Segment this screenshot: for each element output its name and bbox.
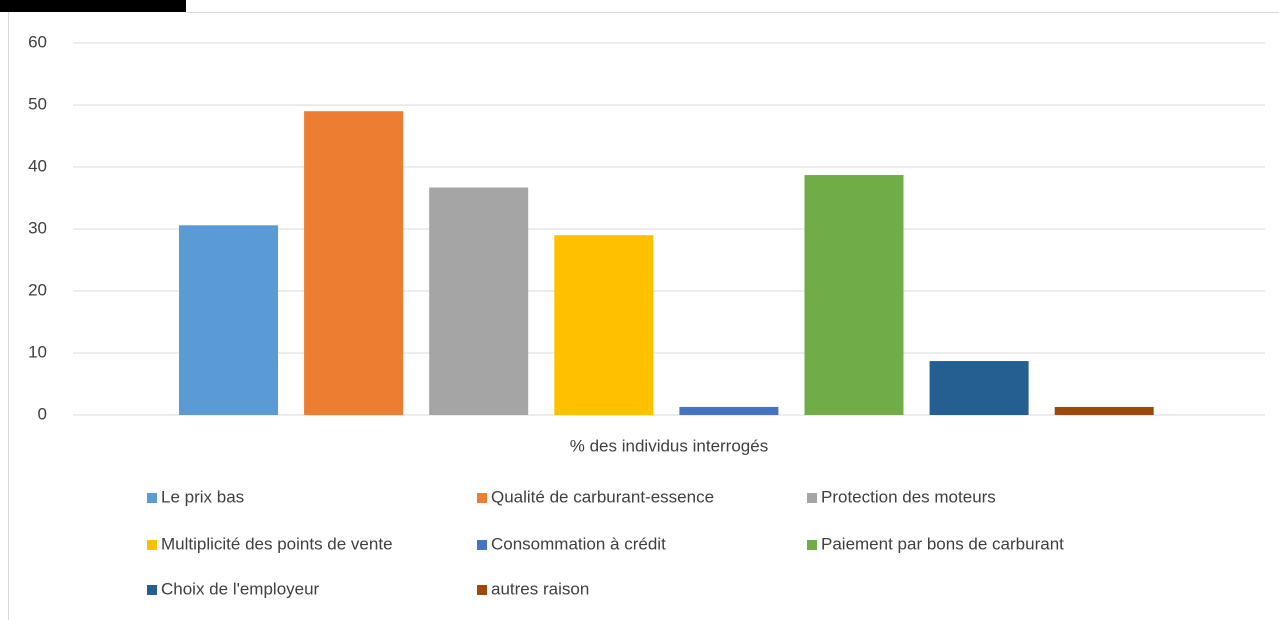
- legend-label: Le prix bas: [161, 487, 244, 506]
- bar: [179, 225, 278, 415]
- header-bar: [0, 0, 186, 12]
- legend-label: Protection des moteurs: [821, 487, 996, 506]
- y-tick-label: 50: [28, 94, 47, 113]
- legend-label: Multiplicité des points de vente: [161, 534, 393, 553]
- bar: [429, 187, 529, 415]
- legend-swatch: [477, 585, 487, 595]
- legend-label: Choix de l'employeur: [161, 579, 320, 598]
- x-tick-label: % des individus interrogés: [570, 436, 768, 455]
- legend-label: Paiement par bons de carburant: [821, 534, 1064, 553]
- legend-swatch: [807, 540, 817, 550]
- y-tick-label: 20: [28, 280, 47, 299]
- bar: [804, 175, 904, 415]
- legend-label: Qualité de carburant-essence: [491, 487, 714, 506]
- y-tick-label: 10: [28, 342, 47, 361]
- legend-label: Consommation à crédit: [491, 534, 666, 553]
- legend-swatch: [147, 540, 157, 550]
- legend-label: autres raison: [491, 579, 589, 598]
- y-tick-label: 40: [28, 156, 47, 175]
- legend-swatch: [477, 540, 487, 550]
- bar: [679, 406, 779, 415]
- bar: [1054, 406, 1154, 415]
- legend-swatch: [807, 493, 817, 503]
- bar: [929, 361, 1029, 415]
- y-tick-label: 60: [28, 32, 47, 51]
- y-tick-label: 30: [28, 218, 47, 237]
- bar: [554, 235, 654, 415]
- legend-swatch: [147, 585, 157, 595]
- bar: [304, 111, 404, 415]
- y-tick-label: 0: [38, 404, 47, 423]
- legend-swatch: [477, 493, 487, 503]
- legend-swatch: [147, 493, 157, 503]
